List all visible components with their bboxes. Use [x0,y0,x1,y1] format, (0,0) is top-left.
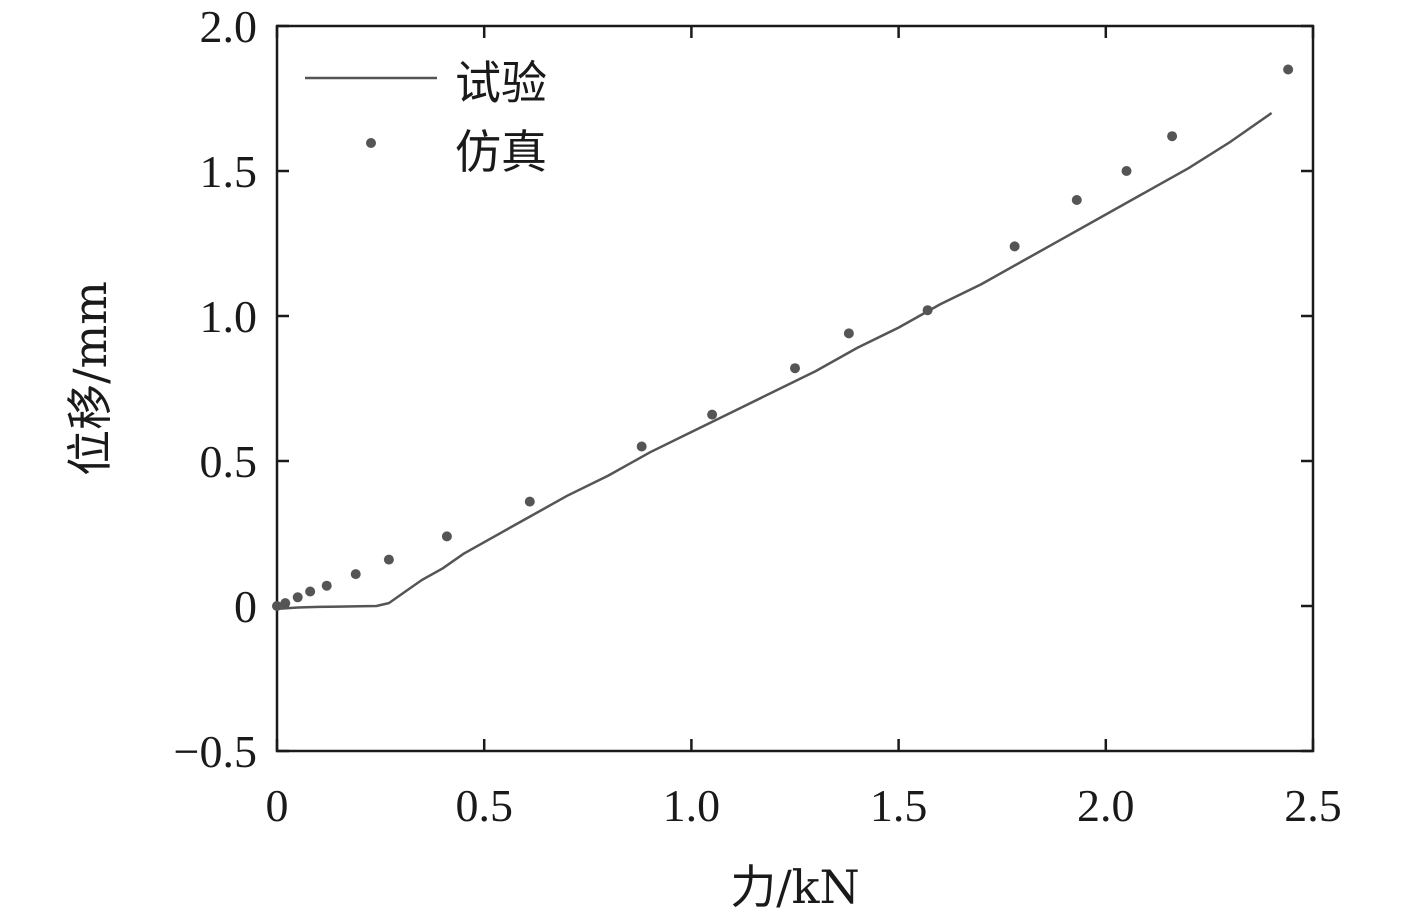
y-axis-label: 位移/mm [63,281,117,476]
simulation-point [1009,241,1020,252]
simulation-point [922,305,933,316]
simulation-point [1283,64,1294,75]
experiment-line [276,111,1273,611]
y-tick-label: −0.5 [174,726,257,777]
simulation-point [292,592,303,603]
simulation-point [1167,131,1178,142]
simulation-point [843,328,854,339]
x-tick-label: 1.0 [663,780,721,831]
y-tick-label: 0 [234,581,257,632]
simulation-point [790,363,800,374]
simulation-point [383,554,394,565]
simulation-point [1121,166,1132,176]
x-tick-label: 2.0 [1077,780,1135,831]
x-axis-label: 力/kN [730,860,860,914]
legend: 试验 仿真 [305,56,547,179]
simulation-point [305,586,316,597]
series-layer [272,64,1294,611]
simulation-point [441,531,452,542]
y-tick-label: 1.0 [200,291,258,342]
legend-label-simulation: 仿真 [455,125,547,179]
y-axis-ticks: −0.5 0 0.5 1.0 1.5 2.0 [174,1,1313,777]
legend-dot-swatch [366,138,376,148]
simulation-point [636,441,647,452]
simulation-point [350,569,361,580]
x-tick-label: 2.5 [1284,780,1342,831]
y-tick-label: 1.5 [200,146,258,197]
simulation-point [280,598,291,609]
x-tick-label: 0.5 [455,780,513,831]
x-tick-label: 0 [266,780,289,831]
simulation-point [321,580,332,591]
legend-label-experiment: 试验 [455,56,547,110]
simulation-point [272,601,282,611]
y-tick-label: 0.5 [200,436,258,487]
simulation-point [707,409,718,420]
x-tick-label: 1.5 [870,780,928,831]
simulation-point [524,496,535,507]
x-axis-ticks: 0 0.5 1.0 1.5 2.0 2.5 [266,26,1342,831]
simulation-point [1071,195,1082,205]
plot-frame [275,24,1315,753]
y-tick-label: 2.0 [200,1,258,52]
